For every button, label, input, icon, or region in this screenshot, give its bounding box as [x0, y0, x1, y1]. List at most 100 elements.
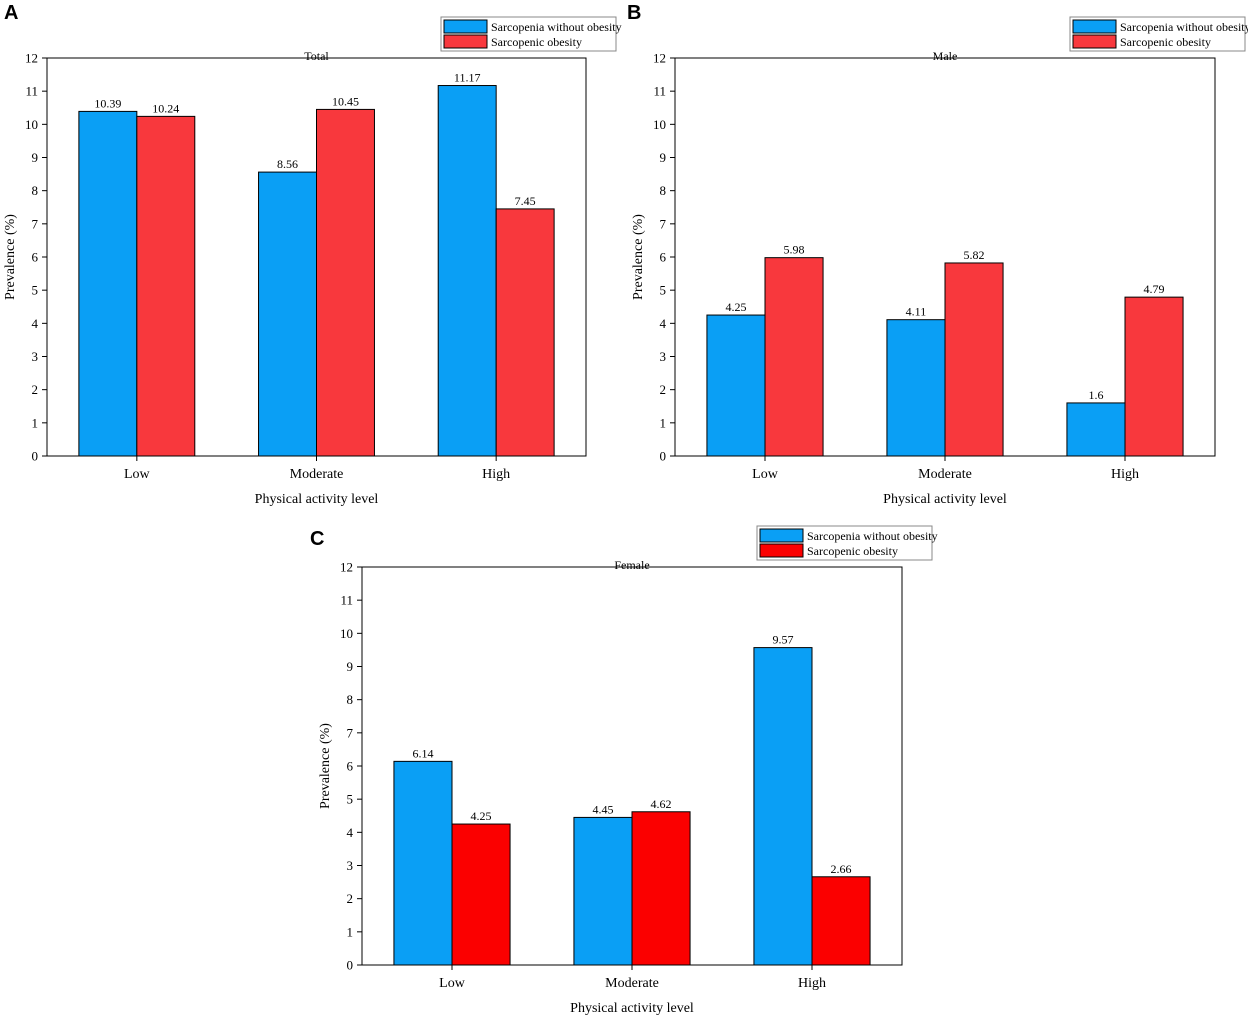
- x-tick-label: Moderate: [605, 976, 659, 991]
- chart-panel-c: C Female 6.14 4.25 Low 4.45 4.62 Moderate 9.57 2.…: [310, 525, 938, 1016]
- chart-panel-a: A Total 10.39 10.24 Low 8.56 10.45 Moderate 11.1…: [3, 2, 622, 507]
- y-tick-label: 7: [660, 216, 667, 231]
- legend-swatch: [759, 543, 804, 558]
- x-tick-label: Moderate: [918, 467, 972, 482]
- chart-title: Total: [304, 49, 329, 63]
- y-tick-label: 4: [660, 316, 667, 331]
- data-label: 9.57: [772, 633, 793, 647]
- bar-sarcopenia-moderate: [573, 816, 633, 966]
- bar-sarcopenia-low: [78, 110, 138, 457]
- x-axis-label: Physical activity level: [883, 492, 1007, 507]
- x-tick-label: Low: [439, 976, 466, 991]
- bar-sarcopenia-moderate: [258, 171, 317, 457]
- y-tick-label: 6: [32, 250, 39, 265]
- y-tick-label: 5: [32, 283, 39, 298]
- y-tick-label: 2: [347, 891, 354, 906]
- y-tick-label: 12: [25, 51, 38, 66]
- y-tick-label: 7: [32, 216, 39, 231]
- bar-sarcopenic-obesity-high: [811, 876, 871, 966]
- bar-sarcopenic-obesity-high: [1124, 296, 1184, 457]
- y-tick-label: 10: [25, 117, 38, 132]
- data-label: 4.25: [725, 300, 746, 314]
- legend-swatch: [1072, 34, 1117, 49]
- bar-sarcopenia-low: [706, 314, 766, 457]
- y-tick-label: 0: [660, 449, 667, 464]
- legend-label: Sarcopenic obesity: [1120, 35, 1211, 49]
- y-tick-label: 12: [340, 560, 353, 575]
- legend-label: Sarcopenic obesity: [491, 35, 582, 49]
- y-tick-label: 0: [347, 958, 354, 973]
- y-tick-label: 11: [340, 593, 353, 608]
- y-tick-label: 9: [347, 659, 354, 674]
- legend-swatch: [1072, 19, 1117, 34]
- data-label: 10.39: [94, 96, 121, 110]
- data-label: 8.56: [277, 157, 298, 171]
- bar-sarcopenic-obesity-moderate: [631, 811, 691, 966]
- data-label: 4.25: [471, 809, 492, 823]
- data-label: 10.45: [332, 94, 359, 108]
- bar-sarcopenic-obesity-low: [764, 257, 824, 457]
- y-tick-label: 2: [660, 382, 667, 397]
- data-label: 11.17: [454, 71, 481, 85]
- bar-sarcopenia-high: [437, 85, 497, 457]
- data-label: 1.6: [1088, 388, 1103, 402]
- y-tick-label: 2: [32, 382, 39, 397]
- data-label: 4.62: [651, 797, 672, 811]
- y-tick-label: 3: [32, 349, 39, 364]
- y-tick-label: 6: [660, 250, 667, 265]
- x-tick-label: High: [1111, 467, 1139, 482]
- y-axis-label: Prevalence (%): [318, 723, 333, 809]
- legend-label: Sarcopenic obesity: [807, 544, 898, 558]
- x-tick-label: Moderate: [290, 467, 344, 482]
- y-axis-label: Prevalence (%): [3, 214, 18, 300]
- bar-sarcopenia-moderate: [886, 319, 946, 457]
- y-axis-label: Prevalence (%): [631, 214, 646, 300]
- y-tick-label: 11: [653, 84, 666, 99]
- data-label: 4.79: [1144, 282, 1165, 296]
- bar-sarcopenic-obesity-moderate: [316, 108, 375, 457]
- bar-sarcopenic-obesity-low: [136, 115, 196, 457]
- bar-sarcopenia-high: [1066, 402, 1126, 457]
- chart-panel-b: B Male 4.25 5.98 Low 4.11 5.82 Moderate 1.6 4.79 H…: [627, 2, 1248, 507]
- y-tick-label: 8: [32, 183, 39, 198]
- panel-letter: C: [310, 528, 324, 550]
- y-tick-label: 6: [347, 759, 354, 774]
- x-axis-label: Physical activity level: [255, 492, 379, 507]
- y-tick-label: 1: [32, 415, 39, 430]
- y-tick-label: 5: [347, 792, 354, 807]
- y-tick-label: 10: [340, 626, 353, 641]
- data-label: 4.45: [592, 802, 613, 816]
- chart-title: Male: [933, 49, 958, 63]
- y-tick-label: 12: [653, 51, 666, 66]
- y-tick-label: 9: [660, 150, 667, 165]
- panel-letter: B: [627, 2, 641, 24]
- bar-sarcopenic-obesity-moderate: [944, 262, 1004, 457]
- y-tick-label: 8: [347, 692, 354, 707]
- bar-sarcopenic-obesity-high: [495, 208, 555, 457]
- legend-label: Sarcopenia without obesity: [1120, 20, 1248, 34]
- bar-sarcopenic-obesity-low: [451, 823, 511, 966]
- bar-sarcopenia-low: [393, 760, 453, 966]
- legend-swatch: [443, 34, 488, 49]
- data-label: 5.82: [964, 248, 985, 262]
- x-tick-label: Low: [752, 467, 779, 482]
- y-tick-label: 11: [25, 84, 38, 99]
- x-tick-label: Low: [124, 467, 151, 482]
- chart-title: Female: [614, 558, 649, 572]
- y-tick-label: 5: [660, 283, 667, 298]
- y-tick-label: 3: [347, 858, 354, 873]
- data-label: 4.11: [906, 305, 927, 319]
- y-tick-label: 0: [32, 449, 39, 464]
- panel-letter: A: [4, 2, 18, 24]
- y-tick-label: 4: [32, 316, 39, 331]
- x-axis-label: Physical activity level: [570, 1001, 694, 1016]
- y-tick-label: 3: [660, 349, 667, 364]
- legend-swatch: [759, 528, 804, 543]
- y-tick-label: 1: [347, 924, 354, 939]
- data-label: 5.98: [784, 243, 805, 257]
- data-label: 7.45: [515, 194, 536, 208]
